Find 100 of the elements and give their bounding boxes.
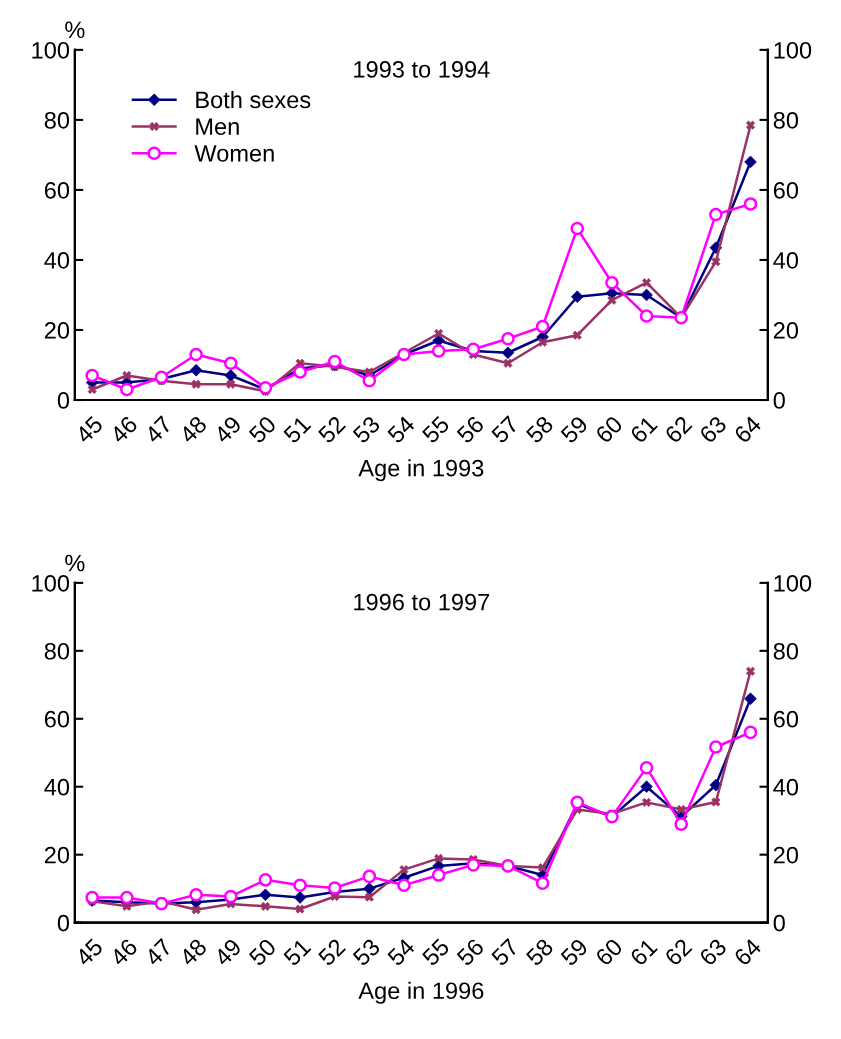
point	[570, 221, 585, 236]
point	[258, 873, 273, 887]
x-tick-label: 59	[559, 415, 589, 445]
x-tick-label: 54	[386, 415, 416, 445]
y-tick-label: 100	[32, 574, 70, 592]
x-tick-label: 52	[317, 937, 347, 967]
point	[709, 740, 723, 754]
y-tick-label: 40	[44, 252, 70, 269]
y2-tick-label: 80	[773, 111, 799, 129]
x-tick-label: 49	[213, 415, 243, 445]
y-tick-label: 60	[44, 710, 70, 728]
y-tick-label: 80	[44, 642, 70, 660]
x-tick-label: 48	[178, 415, 208, 445]
y2-tick-label: 60	[773, 182, 799, 199]
point	[223, 889, 238, 904]
x-tick-label: 63	[698, 937, 728, 967]
chart-title: 1996 to 1997	[354, 593, 490, 611]
x-tick-label: 48	[178, 937, 208, 967]
x-axis-title: Age in 1996	[358, 981, 484, 1004]
x-tick-label: 62	[663, 937, 693, 967]
point	[431, 344, 446, 358]
x-tick-label: 61	[629, 937, 659, 967]
x-tick-label: 60	[594, 415, 624, 444]
x-tick-label: 46	[109, 937, 139, 967]
point	[327, 354, 342, 369]
x-tick-label: 49	[213, 937, 243, 967]
point	[120, 382, 134, 397]
x-tick-label: 47	[143, 415, 173, 445]
point	[189, 887, 203, 902]
point	[85, 890, 99, 905]
point	[535, 876, 550, 891]
x-tick-label: 57	[490, 415, 520, 445]
x-tick-label: 47	[143, 937, 173, 967]
x-tick-label: 53	[351, 415, 381, 445]
y2-tick-label: 100	[774, 574, 812, 592]
chart-title: 1993 to 1994	[354, 61, 490, 78]
point	[674, 817, 689, 831]
y-tick-label: 0	[57, 392, 70, 409]
point	[223, 356, 238, 371]
point	[362, 869, 377, 884]
x-tick-label: 46	[109, 415, 139, 445]
point	[327, 881, 342, 895]
point	[743, 197, 758, 211]
x-tick-label: 54	[386, 937, 416, 967]
x-tick-label: 57	[490, 937, 520, 967]
point	[293, 878, 307, 893]
x-tick-label: 51	[282, 937, 312, 967]
x-tick-label: 50	[247, 415, 278, 445]
x-tick-label: 62	[663, 415, 693, 444]
point	[431, 868, 446, 882]
point	[605, 275, 619, 290]
y-tick-label: 20	[44, 322, 70, 339]
point	[501, 331, 515, 346]
y2-tick-label: 0	[773, 914, 785, 932]
x-tick-label: 64	[733, 937, 763, 967]
x-tick-label: 55	[421, 937, 451, 967]
y-tick-label: 80	[44, 111, 70, 129]
x-tick-label: 60	[594, 937, 624, 967]
x-tick-label: 51	[282, 415, 312, 445]
x-axis-title: Age in 1993	[358, 459, 484, 482]
point	[709, 207, 723, 222]
x-tick-label: 53	[351, 937, 381, 967]
point	[639, 760, 654, 775]
x-tick-label: 50	[247, 937, 278, 967]
point	[639, 309, 654, 323]
y-axis-title: %	[65, 554, 85, 572]
y2-tick-label: 80	[773, 642, 799, 660]
legend-label: Both sexes	[196, 90, 311, 109]
y2-tick-label: 100	[774, 41, 812, 59]
point	[743, 725, 758, 740]
x-tick-label: 58	[525, 937, 555, 967]
y-tick-label: 100	[32, 41, 70, 59]
y-tick-label: 40	[44, 778, 70, 796]
y2-tick-label: 60	[773, 710, 799, 728]
y-tick-label: 60	[44, 182, 70, 199]
y-tick-label: 0	[57, 914, 70, 932]
x-tick-label: 58	[525, 415, 555, 445]
x-tick-label: 59	[559, 937, 589, 967]
x-tick-label: 52	[317, 415, 347, 445]
legend-label: Men	[196, 118, 239, 135]
point	[397, 878, 411, 893]
x-tick-label: 45	[74, 415, 104, 445]
x-tick-label: 63	[698, 415, 728, 444]
x-tick-label: 61	[629, 415, 659, 444]
x-tick-label: 56	[455, 937, 485, 967]
point	[189, 347, 203, 362]
y-axis-title: %	[65, 21, 85, 39]
y2-tick-label: 40	[773, 252, 799, 269]
x-tick-label: 55	[421, 415, 451, 445]
y-tick-label: 20	[44, 846, 70, 864]
point	[85, 368, 99, 383]
x-tick-label: 56	[455, 415, 485, 445]
y2-tick-label: 0	[773, 392, 785, 409]
point	[120, 890, 134, 905]
legend-label: Women	[194, 145, 274, 162]
y2-tick-label: 40	[773, 778, 799, 796]
point	[362, 373, 377, 388]
point	[293, 365, 307, 379]
y2-tick-label: 20	[773, 846, 799, 864]
point	[535, 319, 550, 334]
